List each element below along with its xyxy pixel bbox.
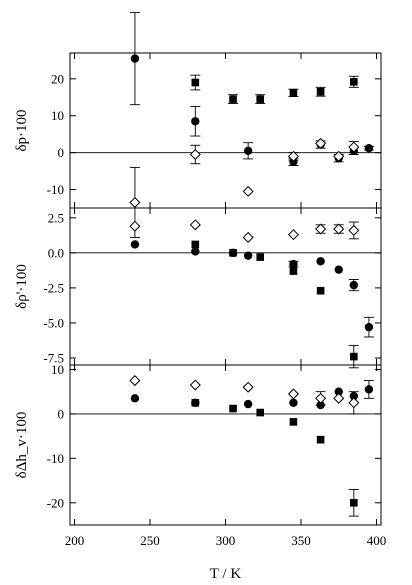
plot-frame (69, 52, 382, 209)
data-point-circle (289, 259, 298, 269)
y-axis-label: δρ'·100 (14, 264, 30, 309)
data-point-square (229, 404, 237, 413)
data-point-square (191, 398, 200, 407)
data-point-diamond (315, 223, 327, 235)
data-point-diamond (287, 388, 299, 400)
data-point-diamond (348, 224, 360, 236)
data-point-circle (243, 251, 253, 260)
y-tick-label: -20 (47, 495, 64, 510)
data-point-circle (130, 240, 140, 249)
data-point-circle (130, 54, 140, 63)
data-point-square (350, 352, 358, 361)
data-point-diamond (315, 137, 327, 149)
data-point-square (229, 95, 237, 103)
panel-3: -20 -10 0 10 δΔh_v·100 (14, 362, 382, 526)
data-point-square (191, 240, 200, 249)
data-point-square (289, 267, 298, 275)
data-point-circle (243, 146, 253, 155)
data-point-diamond (315, 392, 327, 404)
data-point-diamond (348, 141, 360, 153)
data-point-diamond (287, 229, 299, 241)
data-point-square (350, 498, 358, 507)
data-point-square (289, 418, 298, 426)
data-point-diamond (189, 379, 201, 391)
data-point-circle (364, 144, 374, 153)
chart-area: -1001020δp·100-7.5-5.0-2.50.02.5δρ'·100-… (14, 11, 387, 582)
data-point-diamond (189, 219, 201, 231)
data-point-circle (191, 247, 200, 256)
data-point-diamond (287, 150, 299, 162)
data-point-diamond (189, 148, 201, 160)
y-tick-label: -10 (47, 451, 64, 466)
y-tick-label: 0.0 (48, 245, 64, 260)
data-point-diamond (333, 223, 345, 235)
data-point-circle (364, 385, 374, 394)
data-point-square (229, 249, 237, 257)
y-axis-label: δp·100 (14, 109, 30, 151)
data-point-square (316, 435, 325, 444)
data-point-circle (243, 399, 253, 409)
data-point-square (256, 408, 265, 417)
data-point-square (256, 253, 265, 261)
y-tick-label: 0 (58, 145, 65, 160)
panel-2: -7.5 -5.0 -2.5 0.0 2.5 δρ'·100 (14, 207, 382, 369)
data-point-circle (130, 394, 140, 403)
panel-1: -10 0 10 20 δp·100 (14, 11, 382, 238)
data-point-square (289, 89, 298, 97)
data-point-diamond (129, 375, 141, 387)
data-point-diamond (348, 397, 360, 409)
plot-frame (69, 207, 382, 366)
data-point-circle (289, 398, 298, 407)
x-axis-label: T / K (210, 566, 242, 582)
y-tick-label: 2.5 (48, 210, 64, 225)
y-tick-label: -7.5 (43, 350, 64, 365)
y-tick-label: 10 (51, 108, 64, 123)
data-point-diamond (333, 392, 345, 404)
data-point-circle (349, 280, 359, 290)
data-point-circle (334, 265, 343, 274)
x-tick-label: 300 (216, 533, 236, 548)
x-tick-label: 250 (140, 533, 160, 548)
y-tick-label: -2.5 (43, 280, 64, 295)
data-point-diamond (129, 220, 141, 232)
data-point-diamond (242, 185, 254, 197)
data-point-diamond (242, 231, 254, 243)
y-tick-label: 20 (51, 71, 64, 86)
data-point-diamond (129, 196, 141, 208)
data-point-circle (191, 117, 200, 126)
data-point-circle (334, 387, 343, 396)
x-tick-label: 400 (367, 533, 387, 548)
x-tick-label: 350 (291, 533, 311, 548)
y-tick-label: 10 (51, 362, 64, 377)
data-point-diamond (333, 150, 345, 162)
data-point-circle (364, 322, 374, 332)
y-tick-label: -5.0 (43, 315, 64, 330)
data-point-square (256, 95, 265, 103)
y-tick-label: -10 (47, 182, 64, 197)
y-axis-label: δΔh_v·100 (14, 412, 30, 479)
data-point-square (350, 77, 358, 86)
data-point-square (191, 78, 200, 87)
y-tick-label: 0 (58, 406, 65, 421)
data-point-circle (316, 257, 325, 266)
plot-frame (69, 364, 382, 526)
data-point-square (316, 286, 325, 295)
data-point-square (316, 87, 325, 96)
x-tick-label: 200 (65, 533, 85, 548)
data-point-diamond (242, 381, 254, 393)
